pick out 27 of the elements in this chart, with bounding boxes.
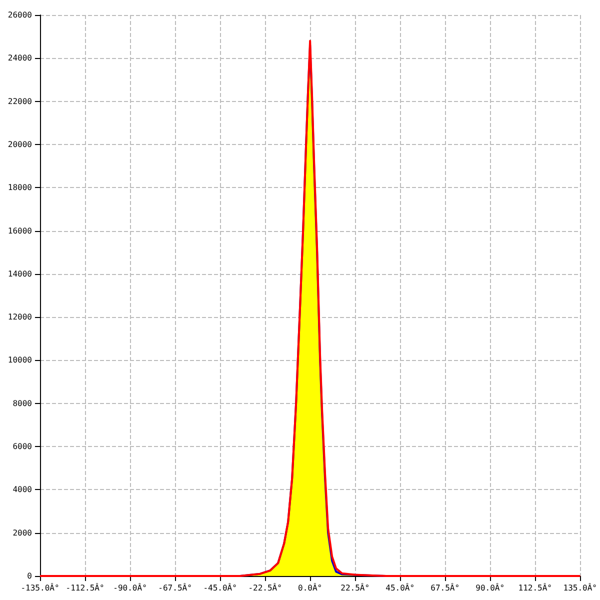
- y-tick-label: 18000: [8, 183, 32, 192]
- x-tick-label: -22.5Â°: [248, 582, 282, 592]
- x-tick-label: -90.0Â°: [113, 582, 147, 592]
- y-tick-label: 12000: [8, 312, 32, 322]
- x-tick-label: -112.5Â°: [66, 582, 104, 592]
- x-tick-label: 0.0Â°: [298, 582, 322, 592]
- x-tick-label: 22.5Â°: [340, 582, 370, 592]
- x-tick-label: 135.0Â°: [563, 582, 597, 592]
- x-tick-label: 112.5Â°: [518, 582, 552, 592]
- y-tick-label: 16000: [8, 226, 32, 236]
- y-tick-label: 26000: [8, 10, 32, 20]
- y-tick-label: 4000: [12, 485, 32, 494]
- y-tick-label: 0: [27, 572, 32, 580]
- x-tick-label: 45.0Â°: [386, 582, 415, 592]
- x-tick-label: 67.5Â°: [430, 582, 460, 592]
- y-tick-label: 10000: [8, 356, 32, 365]
- x-tick-label: -67.5Â°: [158, 582, 192, 592]
- y-tick-label: 8000: [12, 398, 32, 408]
- x-tick-label: 90.0Â°: [476, 582, 505, 592]
- y-tick-label: 6000: [12, 442, 32, 452]
- y-tick-label: 2000: [12, 528, 32, 538]
- x-tick-label: -135.0Â°: [20, 582, 60, 592]
- y-tick-label: 14000: [8, 269, 32, 278]
- y-tick-label: 20000: [8, 140, 32, 149]
- y-tick-label: 24000: [8, 54, 32, 63]
- y-tick-label: 22000: [8, 96, 32, 106]
- x-tick-label: -45.0Â°: [203, 582, 237, 592]
